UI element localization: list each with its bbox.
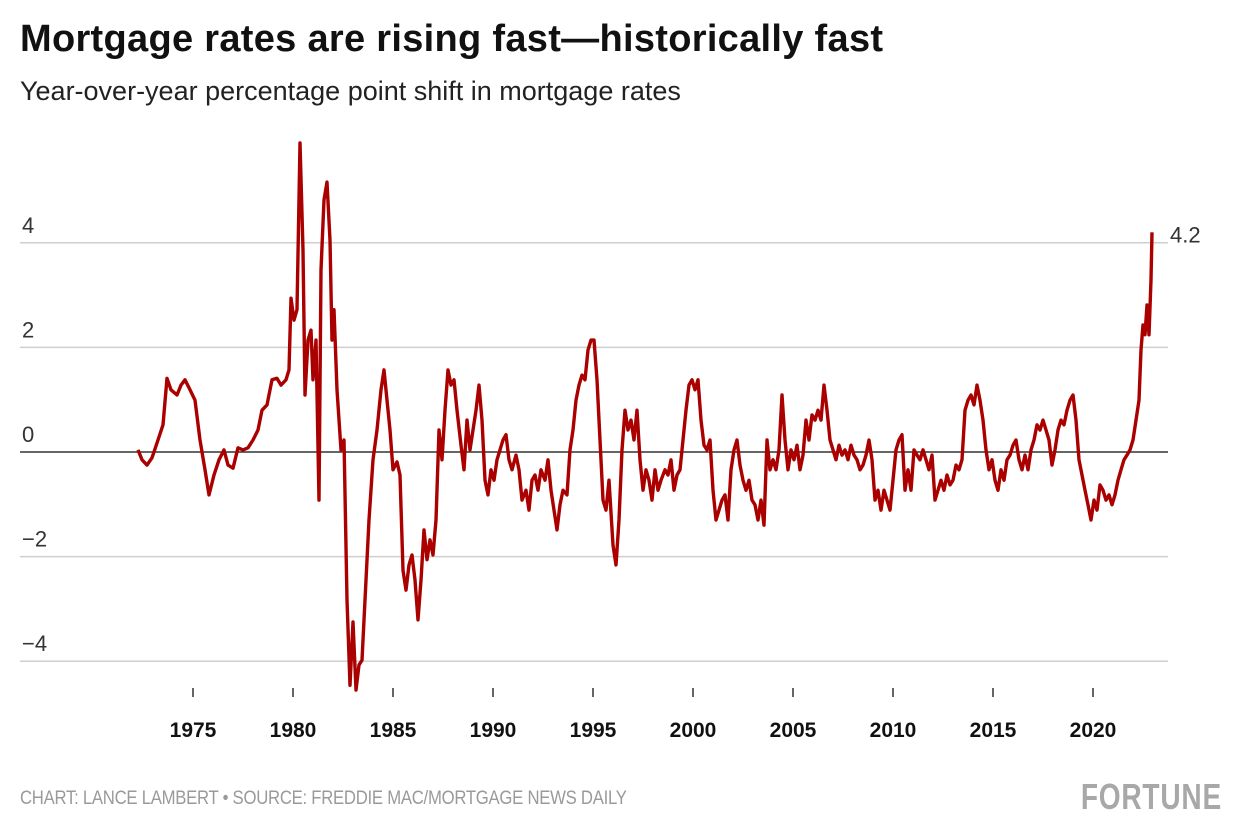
- chart-subtitle: Year-over-year percentage point shift in…: [20, 76, 681, 106]
- x-tick-label: 2005: [770, 719, 817, 742]
- x-tick-label: 1980: [270, 719, 317, 742]
- y-axis-labels: 4 2 0 −2 −4: [22, 213, 47, 656]
- chart-title: Mortgage rates are rising fast—historica…: [20, 18, 884, 60]
- x-tick-label: 2015: [970, 719, 1017, 742]
- series-lines: [136, 141, 1154, 692]
- y-tick-label: 4: [22, 213, 34, 238]
- x-tick-label: 2000: [670, 719, 717, 742]
- gridlines: [20, 242, 1168, 662]
- y-tick-label: −4: [22, 631, 47, 656]
- fortune-logo: FORTUNE: [1080, 776, 1222, 817]
- source-credit: CHART: LANCE LAMBERT • SOURCE: FREDDIE M…: [20, 788, 627, 809]
- y-tick-label: 0: [22, 422, 34, 447]
- x-tick-label: 1985: [370, 719, 417, 742]
- x-tick-label: 2020: [1070, 719, 1117, 742]
- x-tick-label: 1995: [570, 719, 617, 742]
- x-tick-label: 1975: [170, 719, 217, 742]
- end-value-label: 4.2: [1170, 222, 1201, 247]
- x-tick-label: 2010: [870, 719, 917, 742]
- y-tick-label: 2: [22, 317, 34, 342]
- x-tick-label: 1990: [470, 719, 517, 742]
- y-tick-label: −2: [22, 527, 47, 552]
- x-axis: 1975 1980 1985 1990 1995 2000 2005 2010 2015 2020: [170, 688, 1117, 742]
- series-line-yoy-shift: [136, 141, 1154, 692]
